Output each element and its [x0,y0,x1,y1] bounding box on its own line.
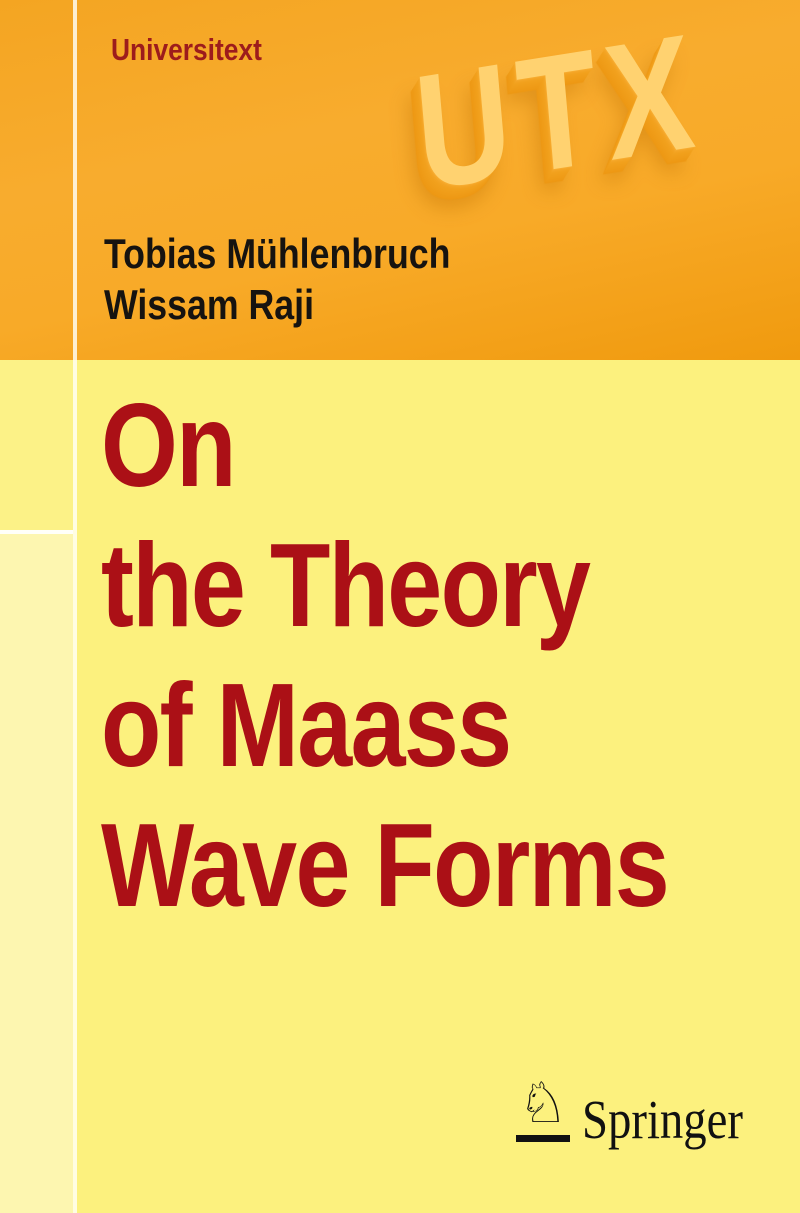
utx-3d-logo: UTX [408,0,709,225]
springer-horse-knight-icon: ♘ [516,1076,570,1142]
title-line-3: of Maass [101,659,512,792]
series-label: Universitext [111,32,262,67]
title-line-2: the Theory [101,519,591,652]
cover-header-band [0,0,800,360]
author-name-2: Wissam Raji [104,281,315,328]
title-line-1: On [101,379,237,512]
title-line-4: Wave Forms [101,799,670,932]
publisher-logo: ♘ Springer [516,1076,771,1151]
author-name-1: Tobias Mühlenbruch [104,230,451,277]
book-title: On the Theory of Maass Wave Forms [101,376,670,936]
horse-knight-glyph: ♘ [517,1071,569,1136]
left-strip-vertical-divider [73,0,77,1213]
left-strip-lower-panel [0,534,73,1213]
left-strip-upper-panel [0,360,73,532]
horse-underline-bar [516,1135,570,1142]
left-strip-horizontal-divider [0,530,73,534]
author-block: Tobias Mühlenbruch Wissam Raji [104,228,450,330]
publisher-name: Springer [582,1089,744,1151]
